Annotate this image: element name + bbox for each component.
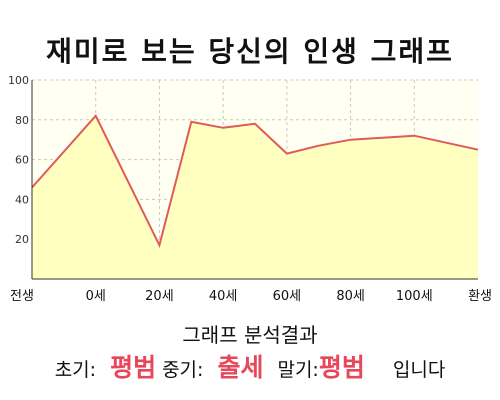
late-label: 말기: xyxy=(277,359,319,381)
result-suffix: 입니다 xyxy=(392,359,446,381)
late-value: 평범 xyxy=(318,353,365,382)
y-tick-label: 60 xyxy=(15,154,29,167)
x-tick-label: 80세 xyxy=(336,289,365,304)
early-value: 평범 xyxy=(110,353,157,382)
y-tick-label: 40 xyxy=(15,193,29,206)
x-tick-label: 20세 xyxy=(145,289,174,304)
y-tick-label: 100 xyxy=(8,74,29,87)
x-tick-label: 40세 xyxy=(209,289,238,304)
x-tick-labels: 전생 0세 20세 40세 60세 80세 100세 환생 xyxy=(10,289,492,304)
middle-label: 중기: xyxy=(162,359,204,381)
x-tick-label: 0세 xyxy=(86,289,106,304)
series-line xyxy=(31,114,479,249)
result-summary: 초기: 평범 중기: 출세 말기:평범 입니다 xyxy=(0,348,500,384)
y-tick-label: 80 xyxy=(15,114,29,127)
x-tick-label: 60세 xyxy=(273,289,302,304)
y-tick-label: 20 xyxy=(15,233,29,246)
area-fill xyxy=(32,115,478,279)
x-tick-label: 전생 xyxy=(10,289,34,304)
x-tick-label: 100세 xyxy=(396,289,433,304)
x-tick-label: 환생 xyxy=(468,289,492,304)
middle-value: 출세 xyxy=(217,353,264,382)
early-label: 초기: xyxy=(54,359,97,381)
chart-title: 재미로 보는 당신의 인생 그래프 xyxy=(46,35,454,68)
result-heading: 그래프 분석결과 xyxy=(182,323,318,347)
y-tick-labels: 20 40 60 80 100 xyxy=(8,74,29,246)
